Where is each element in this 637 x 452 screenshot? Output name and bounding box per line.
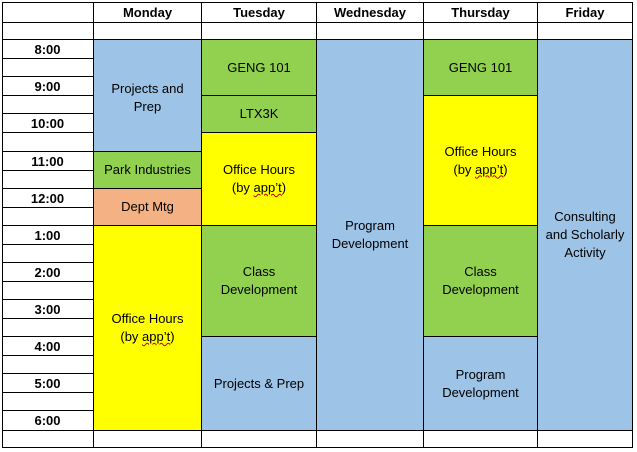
header-wednesday: Wednesday [333, 5, 406, 20]
grid-hline [2, 373, 93, 374]
time-1: 1:00 [34, 227, 61, 243]
block-text-line2: Development [220, 282, 298, 297]
grid-hline [2, 447, 633, 448]
block-text: LTX3K [239, 106, 279, 121]
grid-hline [2, 262, 93, 263]
grid-hline [2, 281, 93, 282]
grid-hline [93, 151, 201, 152]
block-tuesday-office-hours: Office Hours (by app’t) [202, 133, 316, 225]
header-monday: Monday [122, 5, 173, 20]
block-monday-projects-prep: Projects and Prep [94, 40, 201, 151]
grid-hline [2, 244, 93, 245]
grid-hline [201, 132, 316, 133]
block-text: Projects & Prep [213, 375, 305, 391]
block-monday-park-industries: Park Industries [94, 152, 201, 188]
block-text: Office Hours [111, 311, 184, 326]
block-text: Projects and Prep [111, 81, 184, 114]
block-friday-consulting: Consulting and Scholarly Activity [538, 40, 632, 430]
block-text-line2: Development [442, 282, 519, 297]
grid-hline [2, 151, 93, 152]
grid-hline [2, 299, 93, 300]
block-text: Class [464, 264, 497, 279]
block-text: GENG 101 [448, 59, 513, 75]
block-text: GENG 101 [227, 59, 291, 75]
block-text: Class [242, 264, 276, 279]
grid-hline [2, 95, 93, 96]
grid-hline [2, 22, 633, 23]
header-thursday: Thursday [451, 5, 510, 20]
grid-hline [2, 39, 633, 40]
block-thursday-office-hours: Office Hours (by app’t) [424, 96, 537, 225]
block-thursday-class-development: Class Development [424, 226, 537, 336]
block-monday-dept-mtg: Dept Mtg [94, 189, 201, 225]
header-friday: Friday [565, 5, 605, 20]
grid-hline [2, 392, 93, 393]
grid-hline [423, 95, 537, 96]
block-text-line2: (by app’t) [120, 329, 175, 344]
time-5: 5:00 [34, 375, 61, 391]
grid-vline [316, 2, 317, 448]
time-11: 11:00 [31, 153, 64, 169]
grid-hline [201, 225, 316, 226]
header-tuesday: Tuesday [233, 5, 285, 20]
block-wednesday-program-development: Program Development [317, 40, 423, 430]
grid-hline [201, 336, 316, 337]
time-8: 8:00 [34, 41, 61, 57]
grid-hline [2, 225, 93, 226]
block-text: Park Industries [104, 162, 191, 177]
block-text-line2: Development [442, 384, 519, 400]
grid-vline [537, 2, 538, 448]
grid-hline [93, 188, 201, 189]
grid-hline [201, 95, 316, 96]
grid-hline [2, 430, 633, 431]
block-thursday-program-development: Program Development [424, 337, 537, 430]
block-text: Consulting [554, 209, 616, 224]
block-text-line3: Activity [564, 245, 606, 260]
grid-hline [2, 207, 93, 208]
block-text: Program [455, 366, 506, 382]
block-text-line2: (by app’t) [231, 180, 287, 195]
grid-hline [2, 188, 93, 189]
block-tuesday-projects-prep: Projects & Prep [202, 337, 316, 430]
grid-hline [2, 113, 93, 114]
grid-hline [2, 355, 93, 356]
block-text: Program [345, 218, 395, 233]
grid-hline [423, 225, 537, 226]
grid-hline [93, 225, 201, 226]
block-text: Dept Mtg [121, 199, 174, 214]
grid-hline [2, 410, 93, 411]
time-10: 10:00 [30, 115, 65, 131]
grid-vline [632, 2, 633, 448]
block-thursday-geng101: GENG 101 [424, 40, 537, 95]
block-tuesday-ltx3k: LTX3K [202, 96, 316, 132]
block-tuesday-class-development: Class Development [202, 226, 316, 336]
grid-hline [2, 318, 93, 319]
grid-hline [2, 132, 93, 133]
grid-hline [2, 76, 93, 77]
grid-hline [2, 170, 93, 171]
grid-hline [2, 58, 93, 59]
block-text: Office Hours [444, 143, 517, 159]
block-monday-office-hours: Office Hours (by app’t) [94, 226, 201, 430]
time-9: 9:00 [34, 78, 61, 94]
time-6: 6:00 [34, 412, 61, 428]
block-text: Office Hours [222, 162, 295, 177]
block-text-line2: Development [331, 236, 409, 251]
grid-hline [2, 336, 93, 337]
block-text-line2: (by app’t) [453, 161, 508, 177]
grid-hline [2, 2, 633, 3]
time-4: 4:00 [34, 338, 61, 354]
block-tuesday-geng101: GENG 101 [202, 40, 316, 95]
time-2: 2:00 [34, 264, 61, 280]
time-3: 3:00 [34, 301, 61, 317]
block-text-line2: and Scholarly [545, 227, 625, 242]
grid-hline [423, 336, 537, 337]
time-12: 12:00 [30, 190, 65, 206]
